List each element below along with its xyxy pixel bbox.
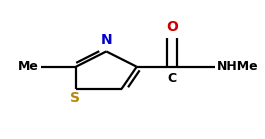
Text: N: N (100, 33, 112, 47)
Text: S: S (70, 91, 80, 105)
Text: Me: Me (18, 60, 39, 73)
Text: C: C (167, 72, 177, 85)
Text: O: O (166, 20, 178, 34)
Text: NHMe: NHMe (217, 60, 258, 73)
